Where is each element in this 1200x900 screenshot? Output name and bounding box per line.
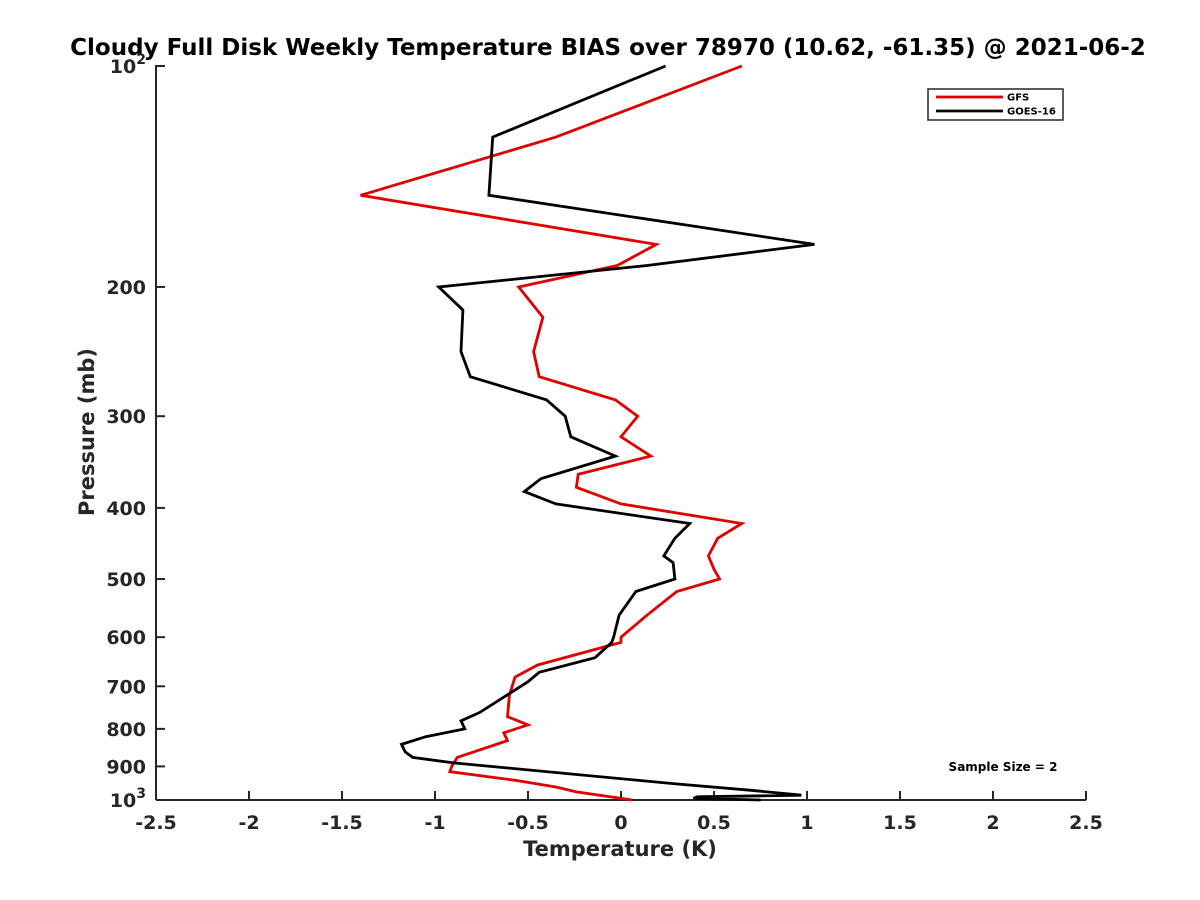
- sample-size-annotation: Sample Size = 2: [949, 760, 1058, 774]
- y-tick-label: 200: [106, 277, 146, 299]
- y-tick-label: 900: [106, 756, 146, 778]
- legend-label: GFS: [1007, 93, 1029, 104]
- y-tick-label: 700: [106, 676, 146, 698]
- x-tick-label: 2: [986, 812, 999, 834]
- x-tick-label: 0: [614, 812, 627, 834]
- x-tick-label: 1: [800, 812, 813, 834]
- plot-area: [155, 65, 1086, 801]
- x-tick-label: 2.5: [1069, 812, 1103, 834]
- legend: GFS GOES-16: [927, 88, 1064, 121]
- y-tick-label: 500: [106, 569, 146, 591]
- x-tick-label: -2: [238, 812, 259, 834]
- legend-items: GFS GOES-16: [936, 93, 1056, 118]
- y-tick-label: 103: [110, 786, 146, 812]
- y-tick-label: 800: [106, 719, 146, 741]
- legend-box: [927, 88, 1064, 121]
- series-line-goes-16: [399, 64, 815, 802]
- chart-title: Cloudy Full Disk Weekly Temperature BIAS…: [70, 35, 1146, 61]
- x-tick-label: -0.5: [507, 812, 549, 834]
- x-tick-label: -2.5: [135, 812, 177, 834]
- y-axis-label: Pressure (mb): [75, 348, 99, 516]
- legend-label: GOES-16: [1007, 107, 1056, 118]
- series-line-gfs: [360, 64, 746, 802]
- y-tick-label: 400: [106, 498, 146, 520]
- series-group: [360, 64, 815, 802]
- y-ticks: 102 200 300 400 500 600 700 800 900 103: [106, 52, 165, 812]
- x-tick-label: 0.5: [697, 812, 731, 834]
- x-axis-label: Temperature (K): [523, 837, 717, 861]
- y-tick-label: 102: [110, 52, 146, 78]
- x-tick-label: -1.5: [321, 812, 363, 834]
- y-tick-label: 300: [106, 406, 146, 428]
- x-tick-label: -1: [424, 812, 445, 834]
- x-tick-label: 1.5: [883, 812, 917, 834]
- x-ticks: -2.5 -2 -1.5 -1 -0.5 0 0.5 1 1.5 2 2.5: [135, 791, 1103, 834]
- y-tick-label: 600: [106, 627, 146, 649]
